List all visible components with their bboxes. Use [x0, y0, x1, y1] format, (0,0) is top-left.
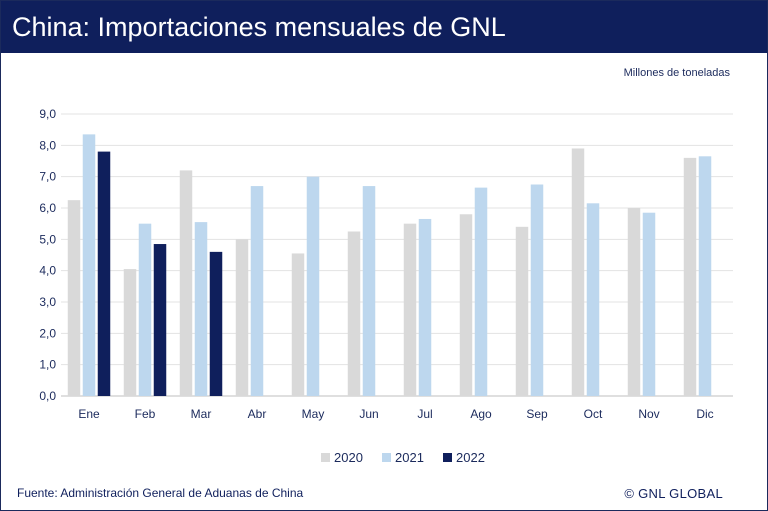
bar-2020-abr	[235, 239, 249, 396]
bar-2020-ago	[459, 214, 473, 396]
x-tick-label: Jun	[359, 407, 378, 421]
x-tick-label: May	[302, 407, 325, 421]
bars	[67, 134, 712, 396]
y-tick-label: 9,0	[39, 107, 56, 121]
y-tick-label: 4,0	[39, 264, 56, 278]
bar-2020-ene	[67, 200, 81, 396]
x-tick-label: Oct	[584, 407, 603, 421]
bar-2021-ene	[82, 134, 96, 396]
legend: 2020 2021 2022	[321, 450, 485, 465]
bar-2022-feb	[153, 244, 167, 396]
bar-2020-feb	[123, 269, 137, 396]
unit-label: Millones de toneladas	[623, 67, 730, 79]
x-tick-label: Abr	[248, 407, 267, 421]
source-note: Fuente: Administración General de Aduana…	[17, 486, 304, 500]
bar-2021-may	[306, 176, 320, 396]
bar-2021-sep	[530, 184, 544, 396]
bar-2020-dic	[683, 157, 697, 396]
bar-2021-dic	[698, 156, 712, 396]
y-tick-label: 3,0	[39, 295, 56, 309]
legend-label: 2022	[456, 450, 485, 465]
bar-2020-jun	[347, 231, 361, 396]
y-tick-label: 7,0	[39, 170, 56, 184]
brand-mark: © GNL GLOBAL	[624, 486, 723, 501]
bar-2021-ago	[474, 187, 488, 396]
bar-2021-feb	[138, 223, 152, 396]
bar-2020-mar	[179, 170, 193, 396]
y-axis-ticks: 0,0 1,0 2,0 3,0 4,0 5,0 6,0 7,0 8,0 9,0	[39, 107, 56, 403]
bar-2021-jun	[362, 186, 376, 396]
bar-2020-may	[291, 253, 305, 396]
bar-2020-sep	[515, 226, 529, 396]
y-tick-label: 5,0	[39, 232, 56, 246]
bar-2020-oct	[571, 148, 585, 396]
bar-2021-mar	[194, 222, 208, 396]
chart-title: China: Importaciones mensuales de GNL	[12, 12, 506, 42]
x-tick-label: Mar	[191, 407, 212, 421]
bar-2020-jul	[403, 223, 417, 396]
bar-2021-oct	[586, 203, 600, 396]
legend-label: 2021	[395, 450, 424, 465]
bar-2020-nov	[627, 208, 641, 396]
x-tick-label: Ago	[470, 407, 492, 421]
legend-swatch-2020	[321, 453, 330, 462]
bar-2022-mar	[209, 251, 223, 396]
x-tick-label: Jul	[417, 407, 432, 421]
legend-label: 2020	[334, 450, 363, 465]
x-tick-label: Dic	[696, 407, 713, 421]
y-tick-label: 6,0	[39, 201, 56, 215]
bar-2021-nov	[642, 212, 656, 396]
x-tick-label: Ene	[78, 407, 100, 421]
title-bar: China: Importaciones mensuales de GNL	[1, 1, 767, 53]
legend-swatch-2021	[382, 453, 391, 462]
x-tick-label: Feb	[135, 407, 156, 421]
x-tick-label: Sep	[526, 407, 548, 421]
y-tick-label: 2,0	[39, 326, 56, 340]
bar-2021-jul	[418, 218, 432, 396]
y-tick-label: 0,0	[39, 389, 56, 403]
x-axis-ticks: Ene Feb Mar Abr May Jun Jul Ago Sep Oct Nov Dic	[78, 407, 713, 421]
x-tick-label: Nov	[638, 407, 659, 421]
y-tick-label: 8,0	[39, 138, 56, 152]
legend-swatch-2022	[443, 453, 452, 462]
gridlines	[61, 113, 733, 397]
bar-2022-ene	[97, 151, 111, 396]
bar-chart: 0,0 1,0 2,0 3,0 4,0 5,0 6,0 7,0 8,0 9,0 Ene Feb Mar…	[39, 107, 733, 465]
bar-2021-abr	[250, 186, 264, 396]
y-tick-label: 1,0	[39, 358, 56, 372]
